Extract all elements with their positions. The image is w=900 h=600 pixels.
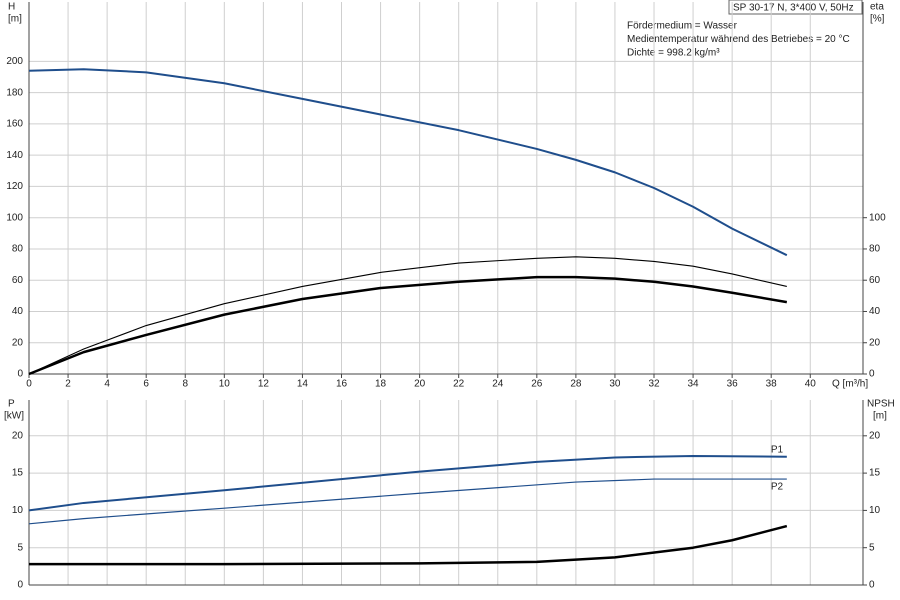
y-tick-label: 0: [17, 369, 23, 380]
y-tick-label: 80: [12, 244, 24, 255]
curve: [29, 524, 788, 566]
curve: [28, 454, 787, 512]
x-tick-label: 12: [258, 379, 270, 390]
y-tick-label: 180: [6, 87, 23, 98]
annotation: Dichte = 998.2 kg/m³: [627, 48, 720, 59]
info-box-frame: [728, 0, 863, 15]
x-tick-label: 4: [104, 379, 110, 390]
y2-tick-label: 100: [869, 212, 886, 223]
x-tick-label: 30: [609, 379, 621, 390]
y-tick-label: 160: [6, 119, 23, 130]
x-tick-label: 24: [492, 379, 504, 390]
y-tick-label: 100: [6, 212, 23, 223]
y-axis-title: H: [8, 2, 15, 13]
x-tick-label: 36: [727, 379, 739, 390]
x-tick-label: 26: [531, 379, 543, 390]
info-box: SP 30-17 N, 3*400 V, 50Hz: [733, 3, 854, 14]
x-tick-label: 8: [182, 379, 188, 390]
y-tick-label: 10: [12, 505, 24, 516]
curve: [28, 68, 788, 257]
y-tick-label: 0: [17, 580, 23, 591]
y-tick-label: 15: [12, 468, 24, 479]
y2-axis-title: NPSH: [867, 399, 895, 410]
y-tick-label: 120: [6, 181, 23, 192]
x-tick-label: 2: [65, 379, 71, 390]
y2-tick-label: 20: [869, 430, 881, 441]
x-tick-label: 0: [26, 379, 32, 390]
x-tick-label: 16: [336, 379, 348, 390]
y2-tick-label: 5: [869, 542, 875, 553]
x-tick-label: 32: [648, 379, 660, 390]
y-tick-label: 5: [17, 542, 23, 553]
x-axis-title: Q [m³/h]: [832, 379, 868, 390]
y-tick-label: 20: [12, 337, 24, 348]
x-tick-label: 6: [143, 379, 149, 390]
x-tick-label: 18: [375, 379, 387, 390]
series-label: P2: [771, 482, 784, 493]
y-tick-label: 140: [6, 150, 23, 161]
curve: [28, 478, 787, 525]
y2-axis-unit: [m]: [873, 411, 887, 422]
x-tick-label: 28: [570, 379, 582, 390]
y2-tick-label: 10: [869, 505, 881, 516]
x-tick-label: 10: [219, 379, 231, 390]
y-axis-title: P: [8, 399, 15, 410]
y2-tick-label: 80: [869, 244, 881, 255]
y2-tick-label: 0: [869, 369, 875, 380]
y-tick-label: 20: [12, 430, 24, 441]
y-tick-label: 40: [12, 306, 24, 317]
y2-tick-label: 40: [869, 306, 881, 317]
y2-axis-unit: [%]: [870, 14, 885, 25]
x-tick-label: 22: [453, 379, 465, 390]
y-tick-label: 200: [6, 56, 23, 67]
y2-tick-label: 20: [869, 337, 881, 348]
x-tick-label: 38: [766, 379, 778, 390]
y2-tick-label: 0: [869, 580, 875, 591]
x-tick-label: 34: [688, 379, 700, 390]
series-label: P1: [771, 444, 784, 455]
x-tick-label: 40: [805, 379, 817, 390]
x-tick-label: 20: [414, 379, 426, 390]
x-tick-label: 14: [297, 379, 309, 390]
curve: [28, 256, 787, 375]
y-tick-label: 60: [12, 275, 24, 286]
annotation: Fördermedium = Wasser: [627, 21, 738, 32]
y-axis-unit: [m]: [8, 14, 22, 25]
curve: [28, 275, 788, 376]
y2-tick-label: 60: [869, 275, 881, 286]
annotation: Medientemperatur während des Betriebes =…: [627, 34, 850, 45]
y2-tick-label: 15: [869, 468, 881, 479]
y2-axis-title: eta: [870, 2, 884, 13]
y-axis-unit: [kW]: [4, 411, 24, 422]
